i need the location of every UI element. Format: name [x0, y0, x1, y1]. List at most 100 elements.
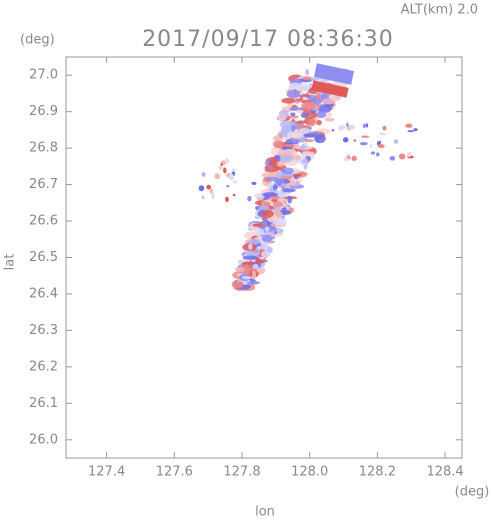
- altitude-label: ALT(km) 2.0: [401, 3, 478, 18]
- echo: [246, 281, 261, 285]
- echo: [251, 181, 257, 185]
- echo: [370, 151, 376, 155]
- echo: [220, 162, 223, 167]
- echo: [314, 134, 326, 144]
- echo: [232, 180, 238, 184]
- y-unit: (deg): [20, 33, 55, 48]
- echo: [407, 151, 412, 158]
- echo: [289, 133, 304, 139]
- echo: [224, 158, 230, 164]
- echo-field: [198, 63, 418, 292]
- echo: [377, 144, 385, 149]
- echo: [291, 125, 296, 133]
- echo: [405, 123, 413, 128]
- y-tick-label: 26.2: [29, 359, 58, 374]
- echo: [223, 167, 227, 174]
- echo: [317, 105, 332, 113]
- echo: [262, 209, 274, 219]
- echo: [279, 113, 286, 119]
- echo: [264, 226, 270, 232]
- echo: [340, 124, 346, 130]
- echo: [305, 68, 310, 76]
- echo: [349, 124, 355, 130]
- echo: [407, 130, 415, 133]
- echo: [302, 76, 312, 81]
- echo: [289, 115, 299, 119]
- echo: [201, 195, 205, 200]
- echo: [214, 173, 221, 180]
- echo: [286, 89, 301, 99]
- echo: [351, 155, 357, 162]
- y-tick-label: 26.1: [29, 396, 58, 411]
- echo: [301, 143, 306, 152]
- echo: [209, 188, 214, 194]
- echo: [343, 157, 350, 162]
- echo: [295, 109, 304, 114]
- echo: [273, 135, 281, 141]
- echo: [262, 192, 278, 197]
- echo: [303, 138, 314, 143]
- echo: [398, 153, 406, 160]
- echo: [413, 128, 418, 132]
- y-tick-label: 27.0: [29, 68, 58, 83]
- echo: [281, 97, 296, 104]
- echo: [289, 82, 302, 90]
- echo: [324, 117, 335, 122]
- echo: [281, 188, 296, 193]
- echo: [281, 207, 287, 213]
- echo: [316, 119, 322, 126]
- y-tick-label: 26.4: [29, 286, 58, 301]
- echo: [301, 151, 315, 156]
- echo: [300, 83, 310, 92]
- echo: [280, 154, 294, 162]
- echo: [252, 223, 259, 227]
- y-tick-label: 26.5: [29, 250, 58, 265]
- y-axis-title: lat: [3, 254, 18, 271]
- echo: [382, 125, 387, 131]
- echo: [206, 184, 211, 190]
- echo: [201, 171, 206, 177]
- x-tick-label: 127.4: [88, 465, 125, 480]
- echo: [287, 195, 292, 204]
- echo: [262, 219, 268, 226]
- echo: [284, 143, 296, 148]
- echo: [347, 153, 350, 157]
- echo: [262, 201, 271, 207]
- y-tick-label: 26.3: [29, 323, 58, 338]
- y-tick-label: 26.8: [29, 141, 58, 156]
- y-tick-label: 26.0: [29, 432, 58, 447]
- echo: [211, 193, 215, 200]
- echo: [252, 270, 257, 280]
- echo: [260, 250, 271, 258]
- y-tick-label: 26.7: [29, 177, 58, 192]
- echo: [295, 180, 300, 186]
- echo: [275, 161, 285, 167]
- echo: [242, 255, 258, 260]
- echo: [376, 152, 380, 157]
- echo: [246, 250, 260, 257]
- echo: [342, 137, 349, 143]
- y-tick-label: 26.9: [29, 104, 58, 119]
- x-tick-label: 128.0: [291, 465, 328, 480]
- echo: [248, 243, 253, 250]
- echo: [252, 263, 259, 270]
- echo: [378, 132, 387, 136]
- echo: [198, 185, 205, 192]
- echo: [300, 112, 309, 118]
- echo: [292, 154, 302, 161]
- echo: [303, 133, 317, 138]
- echo: [218, 165, 224, 170]
- echo: [247, 195, 252, 202]
- echo: [225, 196, 229, 203]
- echo: [272, 140, 285, 149]
- echo: [316, 111, 327, 119]
- echo: [311, 80, 349, 98]
- echo: [270, 147, 278, 156]
- x-tick-label: 127.6: [156, 465, 193, 480]
- echo: [301, 159, 309, 164]
- echo: [307, 95, 318, 101]
- echo: [313, 63, 355, 85]
- echo: [321, 98, 337, 105]
- echo: [361, 135, 370, 138]
